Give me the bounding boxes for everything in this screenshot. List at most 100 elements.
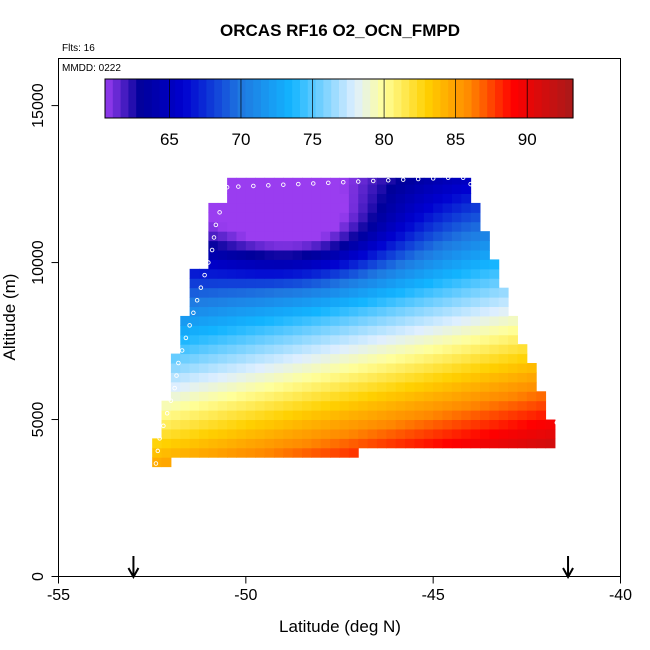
field-cell <box>283 193 294 204</box>
field-cell <box>320 400 331 411</box>
field-cell <box>470 268 481 279</box>
field-cell <box>508 428 518 439</box>
colorbar-segment <box>432 79 441 118</box>
field-cell <box>414 353 425 364</box>
field-cell <box>245 268 256 279</box>
field-cell <box>339 315 350 326</box>
flight-track <box>153 175 563 466</box>
field-cell <box>208 287 219 298</box>
field-cell <box>386 428 397 439</box>
field-cell <box>255 315 266 326</box>
field-cell <box>255 231 266 242</box>
field-cell <box>348 381 359 392</box>
colorbar-segment <box>229 79 239 118</box>
field-cell <box>376 297 387 308</box>
field-cell <box>339 372 350 383</box>
field-cell <box>480 306 490 317</box>
field-cell <box>311 259 322 270</box>
colorbar-segment <box>198 79 207 118</box>
colorbar-segment <box>268 79 278 118</box>
field-cell <box>423 381 434 392</box>
colorbar-tick-label: 80 <box>375 130 394 149</box>
colorbar-tick-label: 90 <box>518 130 537 149</box>
field-cell <box>264 231 275 242</box>
field-cell <box>339 344 350 355</box>
field-cell <box>461 363 472 373</box>
field-cell <box>283 259 294 270</box>
field-cell <box>302 278 312 289</box>
field-cell <box>330 184 340 194</box>
field-cell <box>442 372 453 383</box>
field-cell <box>423 250 434 260</box>
field-cell <box>264 306 275 317</box>
colorbar-segment <box>471 79 480 118</box>
colorbar-tick-label: 70 <box>232 130 251 149</box>
field-cell <box>208 372 219 383</box>
field-cell <box>414 344 425 355</box>
track-point <box>251 183 256 189</box>
field-cell <box>480 410 490 421</box>
field-cell <box>358 250 369 260</box>
field-cell <box>273 353 284 364</box>
field-cell <box>480 372 490 383</box>
field-cell <box>199 381 209 392</box>
field-cell <box>273 250 284 260</box>
field-cell <box>386 381 397 392</box>
field-cell <box>320 177 331 185</box>
field-cell <box>470 438 481 449</box>
field-cell <box>489 268 500 279</box>
field-cell <box>208 363 219 373</box>
field-cell <box>405 334 415 345</box>
field-cell <box>255 278 266 289</box>
field-cell <box>339 438 350 449</box>
field-cell <box>536 410 547 421</box>
field-cell <box>264 334 275 345</box>
field-cell <box>376 353 387 364</box>
field-cell <box>405 177 415 185</box>
field-cell <box>376 410 387 421</box>
field-cell <box>273 363 284 373</box>
field-cell <box>405 184 415 194</box>
field-cell <box>376 268 387 279</box>
field-cell <box>170 447 181 458</box>
field-cell <box>348 278 359 289</box>
field-cell <box>255 372 266 383</box>
track-point <box>524 307 530 312</box>
field-cell <box>245 177 256 185</box>
field-cell <box>508 438 518 449</box>
field-cell <box>451 212 462 223</box>
field-cell <box>245 184 256 194</box>
field-cell <box>358 259 369 270</box>
field-cell <box>292 231 303 242</box>
field-cell <box>302 231 312 242</box>
field-cell <box>461 400 472 411</box>
field-cell <box>489 334 500 345</box>
field-cell <box>236 212 247 223</box>
field-cell <box>255 419 266 430</box>
field-cell <box>227 438 237 449</box>
field-cell <box>395 400 406 411</box>
field-cell <box>498 287 509 298</box>
field-cell <box>423 428 434 439</box>
field-cell <box>320 410 331 421</box>
field-cell <box>330 250 340 260</box>
field-cell <box>376 438 387 449</box>
field-cell <box>395 315 406 326</box>
field-cell <box>311 250 322 260</box>
field-cell <box>433 400 444 411</box>
field-cell <box>227 428 237 439</box>
field-cell <box>348 250 359 260</box>
track-point <box>548 395 554 400</box>
field-cell <box>526 381 537 392</box>
field-cell <box>264 428 275 439</box>
field-cell <box>405 400 415 411</box>
track-point <box>217 210 222 215</box>
field-cell <box>545 438 556 449</box>
field-cell <box>423 231 434 242</box>
field-cell <box>283 184 294 194</box>
field-cell <box>255 438 266 449</box>
field-cell <box>451 177 462 185</box>
colorbar-segment <box>409 79 418 118</box>
field-cell <box>489 400 500 411</box>
field-cell <box>461 334 472 345</box>
